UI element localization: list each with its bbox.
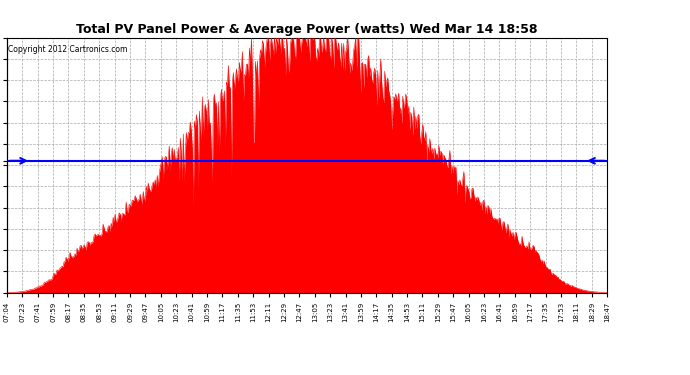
- Text: Copyright 2012 Cartronics.com: Copyright 2012 Cartronics.com: [8, 45, 128, 54]
- Title: Total PV Panel Power & Average Power (watts) Wed Mar 14 18:58: Total PV Panel Power & Average Power (wa…: [77, 23, 538, 36]
